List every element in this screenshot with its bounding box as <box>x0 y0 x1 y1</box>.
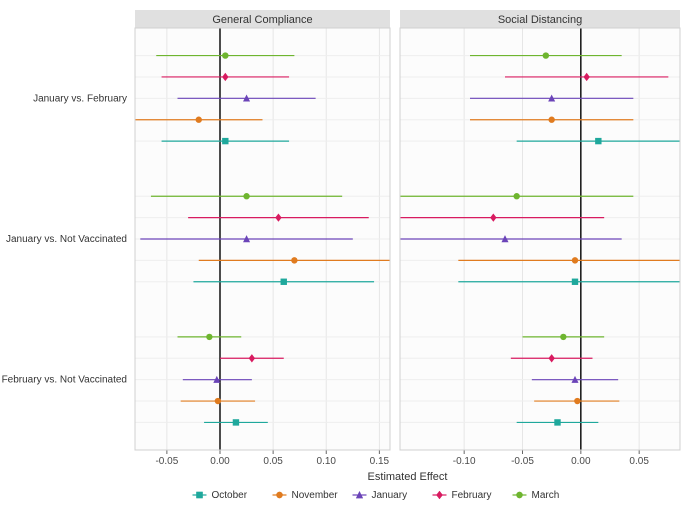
point-marker <box>572 279 578 285</box>
point-marker <box>196 117 202 123</box>
panel-title: General Compliance <box>212 14 312 26</box>
point-marker <box>281 279 287 285</box>
point-marker <box>548 117 554 123</box>
legend-marker <box>516 492 522 498</box>
point-marker <box>543 52 549 58</box>
x-tick-label: 0.10 <box>317 456 337 467</box>
forest-plot: General Compliance -0.05 0.00 0.05 0.10 0.15 S… <box>0 0 699 516</box>
legend-marker <box>276 492 282 498</box>
x-tick-label: -0.05 <box>511 456 534 467</box>
point-marker <box>233 419 239 425</box>
x-tick-label: 0.00 <box>210 456 230 467</box>
x-tick-label: 0.05 <box>263 456 283 467</box>
point-marker <box>595 138 601 144</box>
y-group-label: February vs. Not Vaccinated <box>2 375 127 386</box>
x-tick-label: 0.05 <box>629 456 649 467</box>
point-marker <box>222 52 228 58</box>
x-axis-label: Estimated Effect <box>368 471 448 483</box>
point-marker <box>291 257 297 263</box>
point-marker <box>554 419 560 425</box>
point-marker <box>560 334 566 340</box>
point-marker <box>206 334 212 340</box>
x-tick-label: -0.05 <box>155 456 178 467</box>
panel-title: Social Distancing <box>498 14 582 26</box>
legend-label: February <box>452 490 492 501</box>
legend-marker <box>196 492 202 498</box>
point-marker <box>574 398 580 404</box>
point-marker <box>222 138 228 144</box>
x-tick-label: 0.15 <box>370 456 390 467</box>
legend-label: March <box>532 490 560 501</box>
x-tick-label: -0.10 <box>453 456 476 467</box>
y-group-label: January vs. February <box>33 93 127 104</box>
legend-label: January <box>372 490 408 501</box>
y-group-label: January vs. Not Vaccinated <box>6 234 127 245</box>
legend-label: October <box>212 490 248 501</box>
point-marker <box>215 398 221 404</box>
legend-label: November <box>292 490 339 501</box>
point-marker <box>243 193 249 199</box>
point-marker <box>572 257 578 263</box>
legend-marker <box>436 491 442 499</box>
point-marker <box>513 193 519 199</box>
x-tick-label: 0.00 <box>571 456 591 467</box>
